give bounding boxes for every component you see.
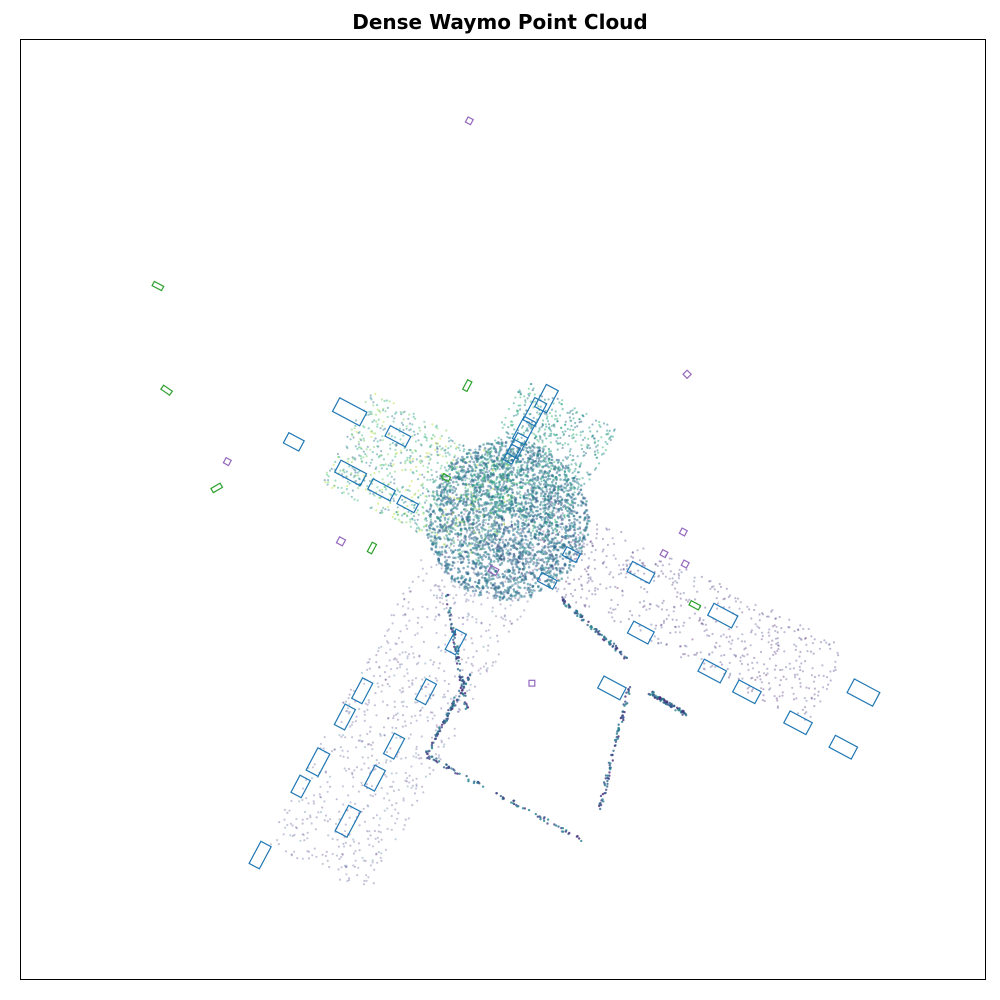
vehicle-bounding-box <box>502 443 521 465</box>
ego-vehicle-icon <box>504 515 511 526</box>
pedestrian-bounding-box <box>682 369 693 380</box>
vehicle-bounding-box <box>533 383 560 414</box>
vehicle-bounding-box <box>396 494 420 514</box>
vehicle-bounding-box <box>333 703 357 731</box>
vehicle-bounding-box <box>334 804 362 839</box>
pedestrian-bounding-box <box>680 559 690 569</box>
vehicle-bounding-box <box>363 764 387 792</box>
chart-title: Dense Waymo Point Cloud <box>352 10 648 34</box>
vehicle-bounding-box <box>828 734 859 760</box>
vehicle-bounding-box <box>782 710 814 736</box>
vehicle-bounding-box <box>350 677 374 705</box>
vehicle-bounding-box <box>846 678 881 707</box>
vehicle-bounding-box <box>384 424 412 448</box>
vehicle-bounding-box <box>706 602 739 629</box>
vehicle-bounding-box <box>697 658 728 684</box>
vehicle-bounding-box <box>414 678 438 706</box>
vehicle-bounding-box <box>333 459 368 487</box>
vehicle-bounding-box <box>596 675 627 701</box>
pedestrian-bounding-box <box>659 548 669 559</box>
vehicle-bounding-box <box>444 628 468 656</box>
vehicle-bounding-box <box>731 679 762 705</box>
pedestrian-bounding-box <box>528 679 536 687</box>
vehicle-bounding-box <box>536 571 559 591</box>
vehicle-bounding-box <box>248 840 272 870</box>
vehicle-bounding-box <box>382 732 406 760</box>
cyclist-bounding-box <box>151 280 165 292</box>
cyclist-bounding-box <box>688 599 702 611</box>
vehicle-bounding-box <box>511 415 537 446</box>
vehicle-bounding-box <box>282 431 306 452</box>
vehicle-bounding-box <box>331 396 368 427</box>
cyclist-bounding-box <box>366 541 378 555</box>
cyclist-bounding-box <box>210 482 224 494</box>
pedestrian-bounding-box <box>335 535 347 547</box>
ego-vehicle-marker <box>504 515 511 526</box>
vehicle-bounding-box <box>626 560 656 585</box>
vehicle-bounding-box <box>522 396 548 427</box>
vehicle-bounding-box <box>506 431 529 460</box>
bounding-boxes <box>151 116 881 870</box>
cyclist-bounding-box <box>160 384 174 397</box>
cyclist-bounding-box <box>461 378 473 393</box>
vehicle-bounding-box <box>305 747 331 778</box>
vehicle-bounding-box <box>290 774 312 799</box>
pedestrian-bounding-box <box>678 527 689 537</box>
pedestrian-bounding-box <box>487 564 500 577</box>
point-cloud <box>269 382 840 886</box>
pedestrian-bounding-box <box>222 456 233 467</box>
vehicle-bounding-box <box>626 620 656 645</box>
pedestrian-bounding-box <box>464 116 475 126</box>
cyclist-bounding-box <box>440 472 452 483</box>
vehicle-bounding-box <box>366 477 397 502</box>
vehicle-bounding-box <box>561 545 582 564</box>
